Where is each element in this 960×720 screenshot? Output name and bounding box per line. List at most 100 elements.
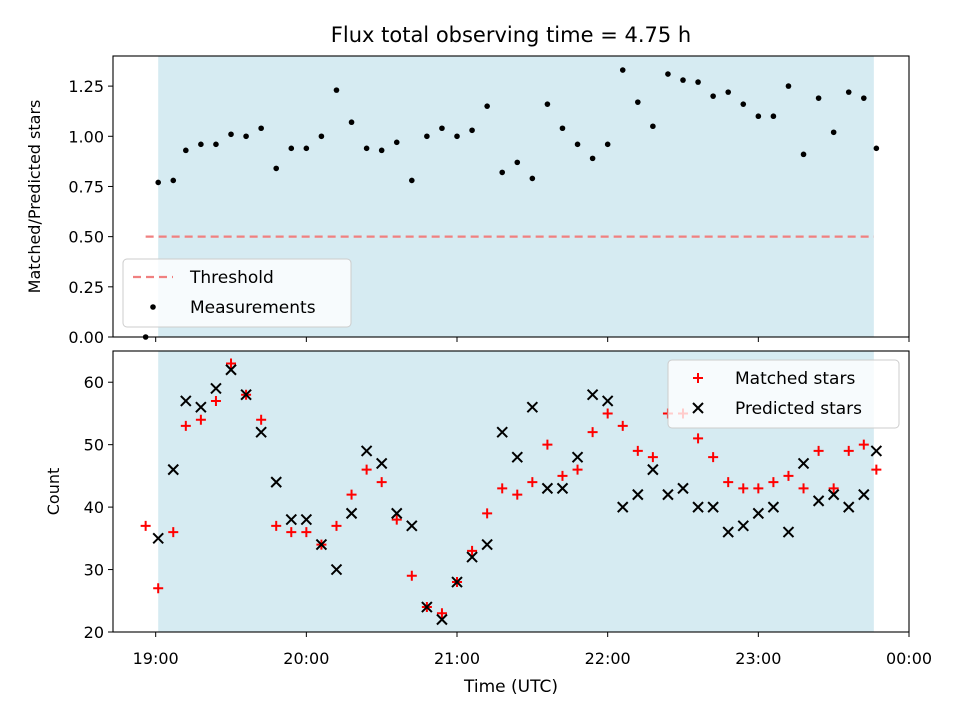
y-tick-label: 20 — [84, 623, 104, 642]
predicted-point — [858, 488, 870, 501]
predicted-point — [391, 507, 403, 520]
matched-point — [723, 477, 734, 488]
measurement-point — [318, 133, 325, 140]
matched-point — [180, 420, 191, 431]
measurement-point — [680, 77, 686, 83]
measurement-point — [604, 141, 611, 148]
matched-point — [617, 420, 628, 431]
x-tick-label: 20:00 — [283, 649, 329, 668]
matched-point — [542, 439, 553, 450]
measurement-point — [183, 147, 189, 154]
predicted-point — [421, 601, 433, 613]
y-tick-label: 1.25 — [68, 77, 104, 96]
measurement-point — [873, 145, 880, 152]
matched-point — [798, 483, 809, 494]
matched-point — [512, 489, 523, 500]
predicted-point — [632, 488, 644, 501]
predicted-point — [481, 538, 493, 551]
x-tick-label: 23:00 — [735, 649, 781, 668]
measurement-point — [589, 155, 596, 162]
measurement-point — [170, 177, 177, 184]
matched-point — [738, 483, 749, 494]
ratio-panel: 0.00 0.25 0.50 0.75 1.00 1.25 Matched/Predicte… — [25, 55, 910, 347]
predicted-point — [843, 501, 855, 513]
matched-point — [361, 464, 372, 475]
measurement-point — [815, 95, 822, 101]
predicted-point — [647, 463, 659, 476]
measurement-point — [213, 141, 219, 148]
measurement-point — [529, 175, 536, 182]
legend: Threshold Measurements — [122, 258, 352, 328]
matched-point — [813, 445, 824, 456]
legend: Matched stars Predicted stars — [667, 359, 900, 429]
predicted-point — [315, 538, 328, 551]
matched-point — [587, 427, 598, 438]
measurement-point — [424, 133, 430, 140]
predicted-point — [345, 507, 358, 520]
matched-point — [572, 464, 583, 475]
measurement-point — [378, 147, 385, 154]
measurement-point — [363, 145, 370, 152]
matched-point — [391, 514, 402, 525]
matched-point — [406, 570, 417, 581]
y-tick-label: 50 — [84, 436, 104, 455]
predicted-point — [496, 426, 508, 438]
measurement-point — [243, 133, 249, 140]
axes-frame — [112, 350, 910, 633]
predicted-point — [152, 532, 164, 545]
predicted-point — [662, 488, 674, 501]
matched-point — [271, 520, 282, 531]
matched-point — [527, 477, 538, 488]
measurement-point — [650, 123, 656, 130]
measurement-point — [619, 67, 626, 73]
predicted-point — [571, 451, 584, 463]
matched-point — [828, 483, 839, 494]
measurement-point — [725, 89, 732, 95]
matched-point — [376, 477, 387, 488]
matched-point — [436, 608, 447, 619]
predicted-point — [767, 501, 780, 513]
legend-plus-swatch — [693, 373, 703, 383]
count-panel: 20 30 40 50 60 19:00 20:00 21:00 22:00 23:00 00:00… — [44, 350, 932, 668]
x-tick-label: 21:00 — [434, 649, 480, 668]
measurement-point — [845, 89, 852, 95]
predicted-point — [167, 463, 179, 476]
matched-point — [602, 408, 613, 419]
y-tick-label: 1.00 — [68, 127, 104, 146]
matched-point — [226, 358, 237, 369]
measurement-point — [770, 113, 777, 120]
y-tick-label: 0.25 — [68, 278, 104, 297]
predicted-point — [752, 507, 765, 520]
measurement-point — [333, 87, 340, 93]
matched-point — [647, 452, 658, 463]
predicted-point — [812, 495, 825, 507]
measurement-point — [454, 133, 460, 140]
measurement-point — [409, 177, 415, 184]
matched-point — [140, 520, 151, 531]
measurement-point — [710, 93, 716, 99]
measurement-point — [155, 179, 161, 186]
measurement-point — [288, 145, 295, 152]
measurement-point — [258, 125, 264, 132]
matched-point — [708, 452, 719, 463]
measurement-point — [800, 151, 807, 158]
matched-point — [497, 483, 508, 494]
figure-title: Flux total observing time = 4.75 h — [331, 23, 691, 47]
matched-point — [843, 445, 854, 456]
measurement-point — [469, 127, 475, 134]
matched-point — [210, 395, 221, 406]
measurement-point — [348, 119, 355, 126]
legend-label: Predicted stars — [735, 399, 862, 419]
predicted-point — [406, 520, 418, 532]
matched-point — [195, 414, 206, 425]
measurement-point — [484, 103, 490, 109]
predicted-point — [180, 395, 192, 407]
x-tick-label: 22:00 — [585, 649, 631, 668]
predicted-point — [285, 513, 297, 526]
predicted-point — [300, 513, 313, 526]
y-tick-label: 40 — [84, 498, 104, 517]
measurement-point — [303, 145, 310, 152]
predicted-point — [210, 382, 222, 395]
y-tick-label: 60 — [84, 373, 104, 392]
